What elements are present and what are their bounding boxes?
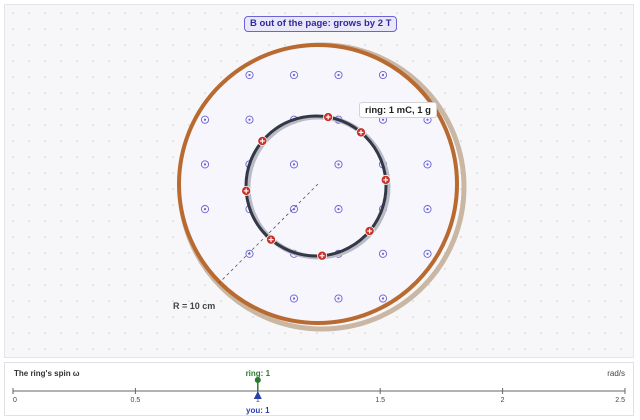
field-out-of-page-icon (245, 70, 254, 80)
your-answer-handle[interactable] (253, 391, 262, 399)
field-out-of-page-icon (200, 115, 210, 124)
field-out-of-page-icon (334, 70, 343, 80)
field-out-of-page-icon (378, 249, 388, 258)
axis-tick-label: 2.5 (615, 397, 625, 404)
positive-charge-icon (266, 234, 277, 245)
positive-charge-icon (323, 112, 334, 123)
positive-charge-icon (317, 250, 328, 261)
field-out-of-page-icon (289, 160, 299, 169)
axis-tick-label: 2 (500, 397, 505, 404)
field-out-of-page-icon (334, 205, 343, 214)
positive-charge-icon (380, 174, 391, 185)
axis-tick-label: 1 (255, 397, 260, 404)
spin-scale-unit: rad/s (607, 369, 625, 378)
field-out-of-page-icon (378, 294, 388, 303)
ring-charges (241, 112, 391, 261)
field-out-of-page-icon (245, 115, 254, 124)
radius-label: R = 10 cm (173, 301, 216, 311)
scene-svg (177, 42, 467, 332)
ring-value-marker (254, 377, 261, 391)
field-out-of-page-icon (423, 205, 432, 214)
field-out-of-page-icon (200, 205, 210, 214)
axis-tick-label: 1.5 (375, 397, 386, 404)
axis-tick-label: 0 (13, 397, 17, 404)
your-answer-label: you: 1 (246, 406, 270, 415)
ring-properties-label: ring: 1 mC, 1 g (359, 102, 437, 118)
field-out-of-page-icon (289, 70, 299, 80)
spin-answer-panel: The ring's spin ω rad/s ring: 1 you: 1 0… (4, 362, 634, 416)
positive-charge-icon (241, 185, 252, 196)
spin-scale-title: The ring's spin ω (14, 369, 80, 378)
field-out-of-page-icon (334, 294, 343, 303)
spin-scale-axis[interactable] (5, 363, 635, 417)
positive-charge-icon (257, 136, 268, 147)
positive-charge-icon (364, 225, 375, 236)
field-out-of-page-icon (289, 205, 299, 214)
field-out-of-page-icon (423, 160, 432, 169)
ring-value-label: ring: 1 (245, 369, 271, 378)
radius-line (218, 183, 319, 284)
field-out-of-page-icon (289, 294, 299, 303)
positive-charge-icon (355, 127, 366, 138)
axis-tick-label: 0.5 (130, 397, 141, 404)
field-out-of-page-icon (423, 249, 432, 258)
field-out-of-page-icon (200, 160, 210, 169)
field-out-of-page-icon (334, 160, 343, 169)
field-out-of-page-icon (378, 70, 388, 80)
field-description-badge: B out of the page: grows by 2 T (244, 16, 398, 32)
